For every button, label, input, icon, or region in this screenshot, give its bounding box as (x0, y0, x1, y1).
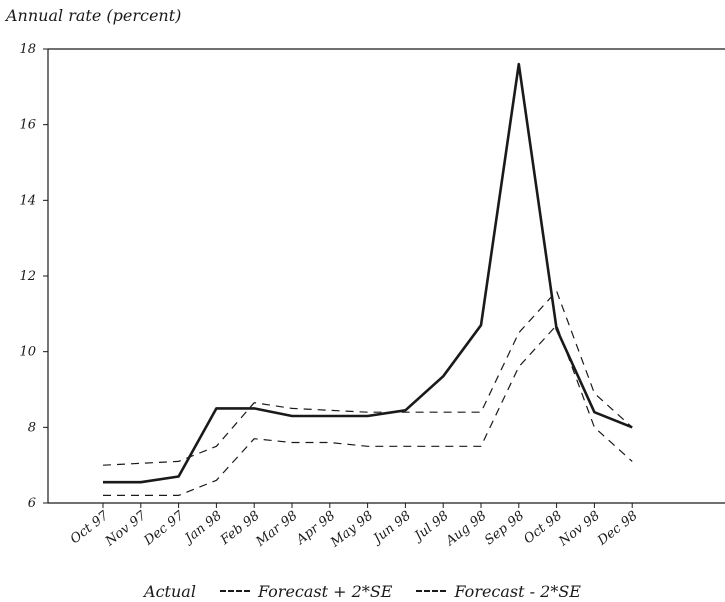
x-tick-label: Sep 98 (482, 508, 527, 548)
y-tick-label: 14 (19, 193, 36, 208)
y-tick-label: 16 (19, 118, 36, 133)
x-tick-label: Nov 97 (102, 508, 150, 550)
legend-swatch-forecast-plus (219, 590, 250, 592)
y-tick-label: 8 (28, 420, 36, 435)
x-tick-label: Jun 98 (369, 508, 414, 548)
x-tick-label: Mar 98 (253, 508, 301, 550)
legend-label-forecast-plus: Forecast + 2*SE (257, 581, 393, 601)
y-axis-label: Annual rate (percent) (6, 6, 182, 25)
x-tick-label: Aug 98 (443, 508, 490, 549)
y-tick-label: 10 (19, 345, 36, 360)
legend-swatch-forecast-minus (416, 590, 447, 592)
x-tick-label: May 98 (327, 508, 376, 551)
series-line-forecast-minus (103, 324, 633, 496)
legend: Actual Forecast + 2*SE Forecast - 2*SE (0, 580, 725, 602)
legend-label-actual: Actual (144, 581, 196, 601)
y-tick-label: 12 (19, 269, 36, 284)
series-line-actual (103, 62, 633, 484)
legend-item-forecast-minus: Forecast - 2*SE (416, 582, 581, 601)
legend-item-actual: Actual (144, 582, 196, 601)
x-tick-label: Nov 98 (556, 508, 603, 550)
series-line-forecast-plus (102, 290, 633, 466)
legend-item-forecast-plus: Forecast + 2*SE (219, 581, 393, 601)
y-tick-label: 6 (28, 496, 36, 511)
x-tick-label: Dec 98 (594, 508, 640, 549)
legend-label-forecast-minus: Forecast - 2*SE (454, 581, 581, 601)
x-tick-label: Jan 98 (180, 508, 225, 548)
y-tick-label: 18 (19, 42, 36, 57)
x-tick-label: Dec 97 (141, 508, 188, 549)
